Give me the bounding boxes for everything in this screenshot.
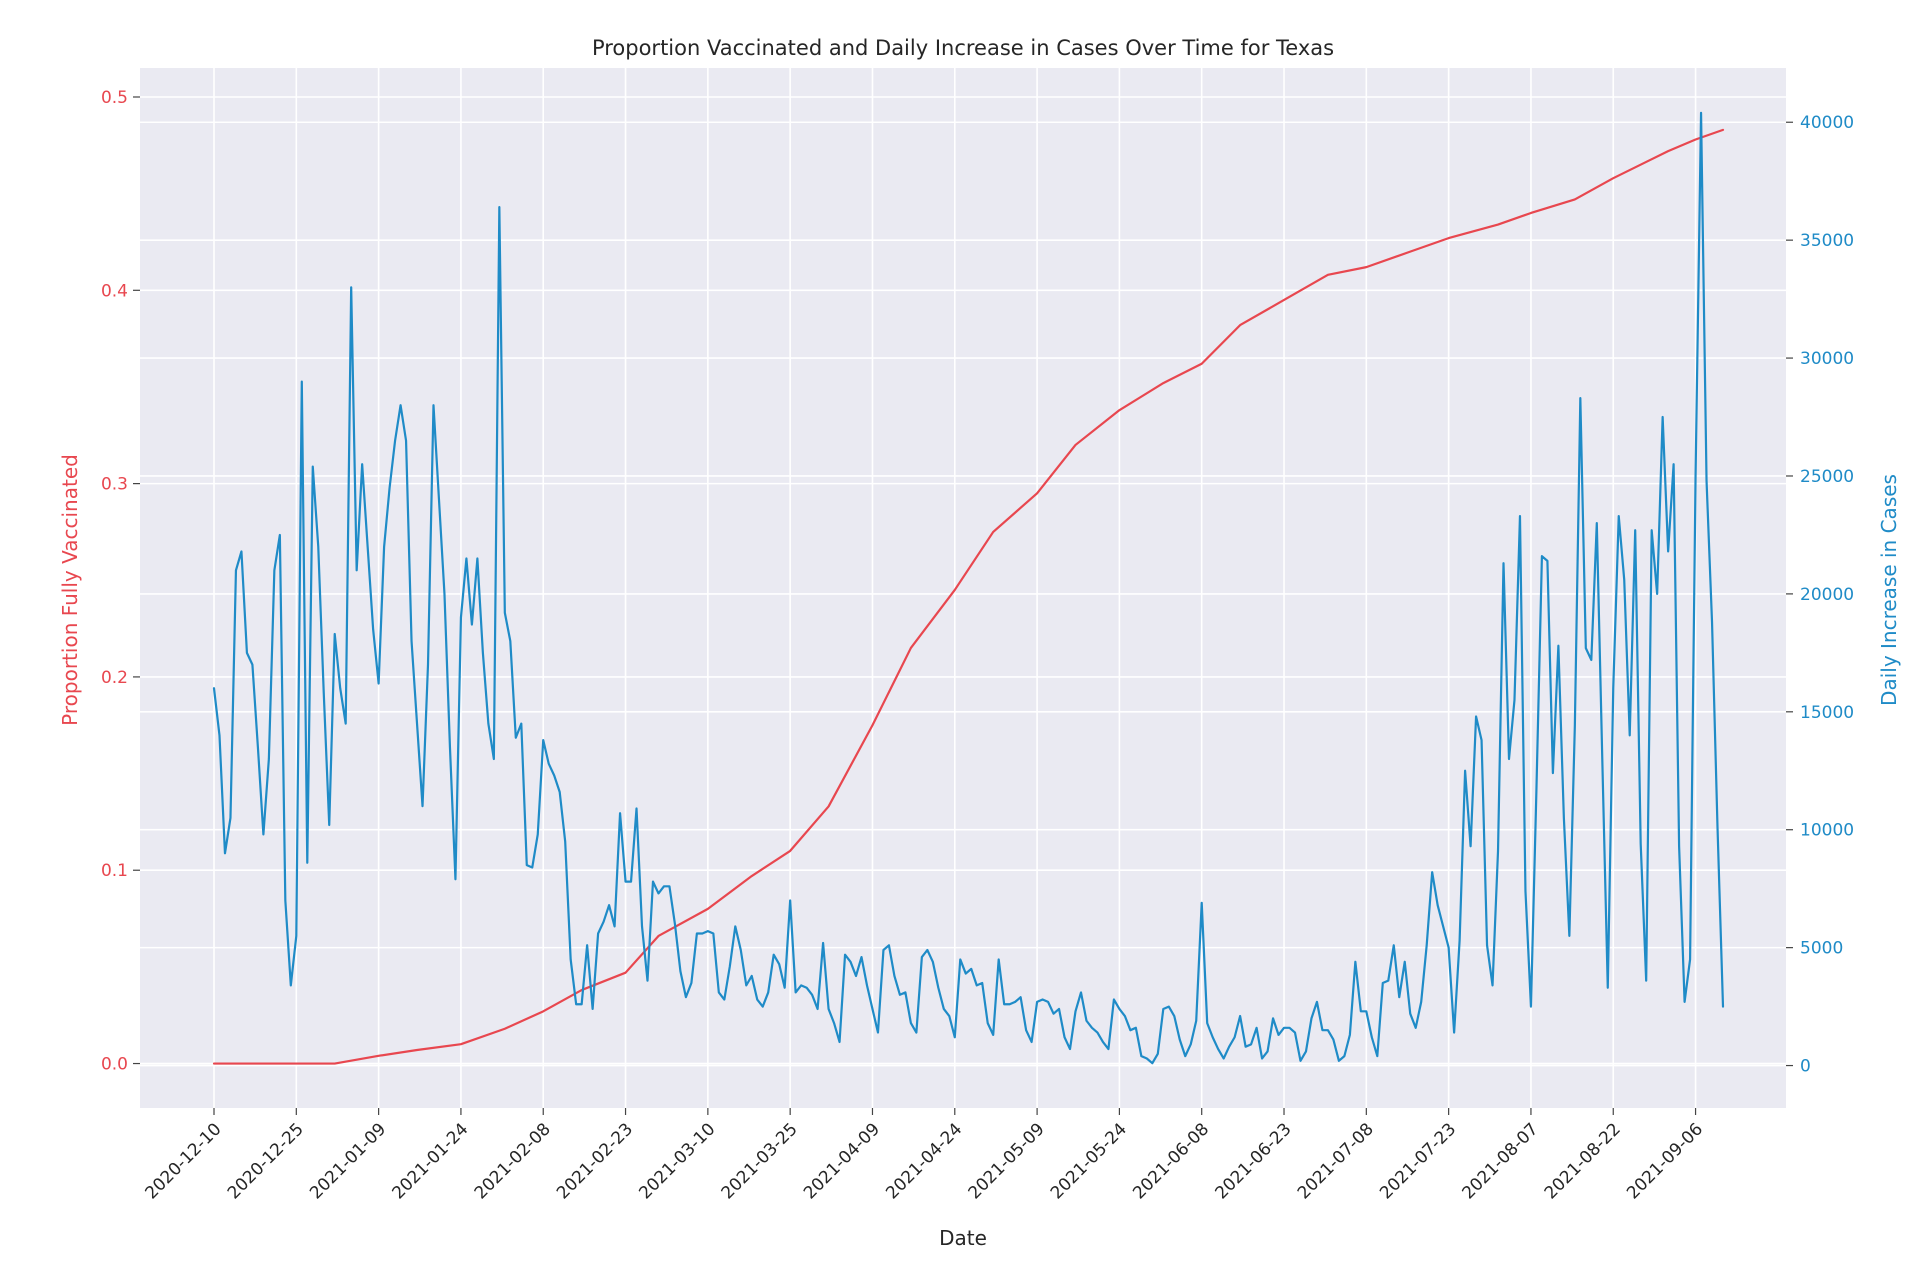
right-y-tick-label-2: 10000 bbox=[1800, 821, 1854, 841]
x-tick-label-0: 2020-12-10 bbox=[142, 1119, 226, 1203]
x-tick-label-15: 2021-07-23 bbox=[1376, 1119, 1460, 1203]
right-y-tick-label-4: 20000 bbox=[1800, 585, 1854, 605]
right-y-tick-label-3: 15000 bbox=[1800, 703, 1854, 723]
left-y-tick-label-4: 0.4 bbox=[101, 281, 128, 301]
x-tick-label-5: 2021-02-23 bbox=[553, 1119, 637, 1203]
x-tick-label-7: 2021-03-25 bbox=[718, 1119, 802, 1203]
series-line-1 bbox=[212, 111, 1725, 1065]
x-tick-label-13: 2021-06-23 bbox=[1212, 1119, 1296, 1203]
grid-lines bbox=[140, 68, 1786, 1108]
x-tick-label-12: 2021-06-08 bbox=[1129, 1119, 1213, 1203]
series-line-0 bbox=[212, 128, 1725, 1065]
right-y-tick-label-1: 5000 bbox=[1800, 939, 1843, 959]
x-tick-label-2: 2021-01-09 bbox=[306, 1119, 390, 1203]
right-y-tick-label-8: 40000 bbox=[1800, 113, 1854, 133]
right-y-tick-label-5: 25000 bbox=[1800, 467, 1854, 487]
plot-background bbox=[140, 68, 1786, 1108]
left-y-tick-label-0: 0.0 bbox=[101, 1055, 128, 1075]
right-y-tick-label-6: 30000 bbox=[1800, 349, 1854, 369]
x-tick-label-18: 2021-09-06 bbox=[1623, 1119, 1707, 1203]
x-tick-label-9: 2021-04-24 bbox=[882, 1119, 966, 1203]
x-axis-ticks: 2020-12-102020-12-252021-01-092021-01-24… bbox=[142, 1108, 1707, 1203]
x-axis-label: Date bbox=[939, 1226, 987, 1250]
right-y-tick-label-0: 0 bbox=[1800, 1057, 1811, 1077]
x-tick-label-11: 2021-05-24 bbox=[1047, 1119, 1131, 1203]
left-y-axis-label: Proportion Fully Vaccinated bbox=[58, 454, 82, 726]
left-y-tick-label-5: 0.5 bbox=[101, 88, 128, 108]
right-y-axis-ticks: 0 5000 10000 15000 20000 25000 30000 35000 40000 bbox=[1786, 113, 1854, 1077]
x-tick-label-14: 2021-07-08 bbox=[1294, 1119, 1378, 1203]
x-tick-label-16: 2021-08-07 bbox=[1458, 1119, 1542, 1203]
left-y-tick-label-3: 0.3 bbox=[101, 475, 128, 495]
x-tick-label-3: 2021-01-24 bbox=[388, 1119, 472, 1203]
x-tick-label-1: 2020-12-25 bbox=[224, 1119, 308, 1203]
left-y-tick-label-2: 0.2 bbox=[101, 668, 128, 688]
chart-title: Proportion Vaccinated and Daily Increase… bbox=[592, 36, 1334, 60]
left-y-axis-ticks: 0.0 0.1 0.2 0.3 0.4 0.5 bbox=[101, 88, 140, 1075]
x-tick-label-4: 2021-02-08 bbox=[471, 1119, 555, 1203]
right-y-axis-label: Daily Increase in Cases bbox=[1877, 474, 1901, 706]
x-tick-label-10: 2021-05-09 bbox=[965, 1119, 1049, 1203]
x-tick-label-8: 2021-04-09 bbox=[800, 1119, 884, 1203]
x-tick-label-17: 2021-08-22 bbox=[1541, 1119, 1625, 1203]
left-y-tick-label-1: 0.1 bbox=[101, 861, 128, 881]
series-lines bbox=[212, 111, 1725, 1065]
x-tick-label-6: 2021-03-10 bbox=[635, 1119, 719, 1203]
right-y-tick-label-7: 35000 bbox=[1800, 231, 1854, 251]
